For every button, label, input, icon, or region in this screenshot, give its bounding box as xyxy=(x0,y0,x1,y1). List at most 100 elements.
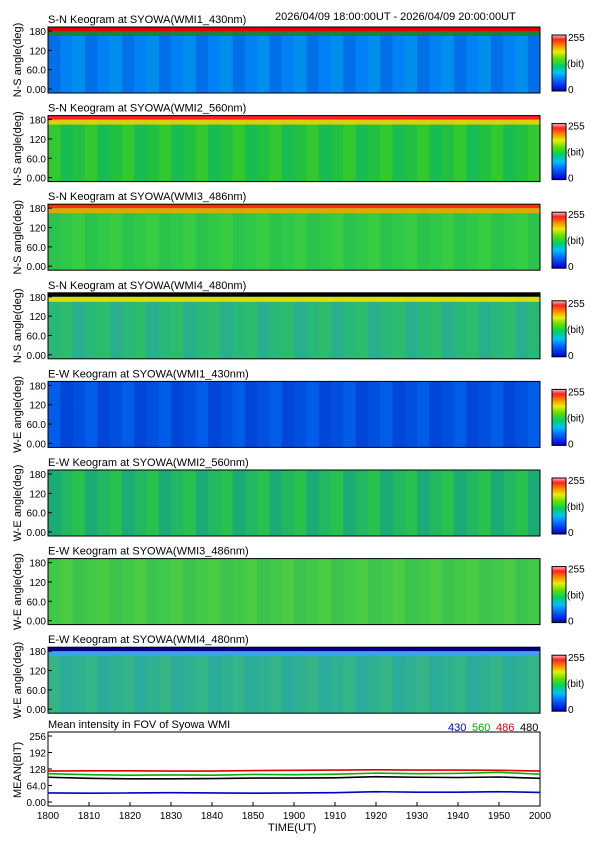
keogram-texture xyxy=(355,558,369,625)
keogram-texture xyxy=(515,470,529,536)
keogram-texture xyxy=(417,558,430,625)
keogram-texture xyxy=(60,204,74,271)
x-tick-label: 1800 xyxy=(37,811,60,822)
keogram-horizon-band xyxy=(48,31,540,36)
y-tick-label: 180 xyxy=(29,647,46,658)
keogram-texture xyxy=(318,204,332,271)
keogram-texture xyxy=(195,558,209,625)
keogram-frame xyxy=(47,558,541,626)
keogram-frame xyxy=(47,203,541,271)
colorbar xyxy=(551,34,567,92)
colorbar-min-label: 0 xyxy=(568,174,574,185)
colorbar xyxy=(551,388,567,446)
keogram-texture xyxy=(220,381,233,448)
keogram-texture xyxy=(478,27,492,93)
keogram-texture xyxy=(478,558,492,625)
keogram-texture xyxy=(244,115,258,182)
keogram-texture xyxy=(97,115,110,182)
keogram-texture xyxy=(207,381,221,448)
keogram-texture xyxy=(466,470,479,536)
keogram-texture xyxy=(404,292,418,359)
keogram-texture xyxy=(220,115,233,182)
keogram-texture xyxy=(72,27,86,93)
keogram-texture xyxy=(429,204,443,271)
legend-480: 480 xyxy=(520,722,538,734)
keogram-texture xyxy=(171,204,184,271)
keogram-texture xyxy=(183,381,197,448)
keogram-texture xyxy=(441,27,455,93)
keogram-texture xyxy=(441,204,455,271)
keogram-texture xyxy=(515,115,529,182)
keogram-texture xyxy=(490,27,504,93)
keogram-texture xyxy=(48,381,61,448)
keogram-texture xyxy=(244,381,258,448)
keogram-texture xyxy=(269,381,283,448)
y-tick-label: 0.00 xyxy=(27,262,47,273)
keogram-texture xyxy=(121,115,135,182)
keogram-horizon-band xyxy=(48,292,540,297)
y-tick-label: 60.0 xyxy=(27,509,47,520)
keogram-texture xyxy=(158,292,172,359)
x-tick-label: 1810 xyxy=(78,811,101,822)
y-tick-label: 180 xyxy=(29,470,46,481)
colorbar xyxy=(551,654,567,712)
y-tick-label: 120 xyxy=(29,135,46,146)
keogram-horizon-band xyxy=(48,204,540,209)
keogram-texture xyxy=(195,204,209,271)
keogram-texture xyxy=(257,204,270,271)
keogram-texture xyxy=(72,381,86,448)
keogram-texture xyxy=(392,292,406,359)
keogram-texture xyxy=(318,558,332,625)
colorbar xyxy=(551,300,567,358)
colorbar-max-label: 255 xyxy=(568,476,585,487)
keogram-texture xyxy=(48,204,61,271)
keogram-panel: S-N Keogram at SYOWA(WMI4_480nm)180 120 60… xyxy=(12,280,585,363)
keogram-texture xyxy=(257,27,270,93)
keogram-texture xyxy=(318,381,332,448)
keogram-texture xyxy=(330,292,344,359)
keogram-texture xyxy=(84,115,98,182)
series-line-560 xyxy=(47,771,541,776)
keogram-horizon-band xyxy=(48,27,540,31)
keogram-texture xyxy=(503,647,516,714)
x-tick-label: 1900 xyxy=(283,811,306,822)
y-axis-label: W-E angle(deg) xyxy=(12,642,24,719)
keogram-texture xyxy=(515,558,529,625)
colorbar-unit-label: (bit) xyxy=(567,325,584,336)
keogram-texture xyxy=(171,292,184,359)
keogram-texture xyxy=(244,27,258,93)
keogram-texture xyxy=(453,470,467,536)
keogram-texture xyxy=(355,292,369,359)
keogram-texture xyxy=(392,204,406,271)
keogram-texture xyxy=(195,27,209,93)
keogram-texture xyxy=(220,292,233,359)
colorbar xyxy=(551,123,567,181)
keogram-texture xyxy=(232,204,246,271)
keogram-texture xyxy=(441,647,455,714)
legend-486: 486 xyxy=(496,722,514,734)
keogram-texture xyxy=(84,647,98,714)
keogram-texture xyxy=(146,470,160,536)
keogram-texture xyxy=(490,381,504,448)
keogram-texture xyxy=(392,381,406,448)
keogram-frame xyxy=(47,646,541,714)
keogram-horizon-band xyxy=(48,296,540,302)
y-tick-label: 120 xyxy=(29,578,46,589)
colorbar-unit-label: (bit) xyxy=(567,236,584,247)
keogram-panel: S-N Keogram at SYOWA(WMI1_430nm)180 120 60… xyxy=(12,14,585,97)
keogram-texture xyxy=(97,292,110,359)
keogram-texture xyxy=(171,115,184,182)
mean-x-axis-label: TIME(UT) xyxy=(268,822,316,834)
keogram-title: E-W Keogram at SYOWA(WMI4_480nm) xyxy=(48,634,249,646)
keogram-texture xyxy=(158,115,172,182)
keogram-texture xyxy=(109,115,123,182)
keogram-horizon-band xyxy=(48,651,540,657)
keogram-texture xyxy=(367,558,381,625)
keogram-texture xyxy=(380,647,393,714)
keogram-texture xyxy=(380,558,393,625)
keogram-texture xyxy=(478,381,492,448)
keogram-texture xyxy=(121,27,135,93)
keogram-texture xyxy=(257,381,270,448)
y-tick-label: 60.0 xyxy=(27,420,47,431)
keogram-texture xyxy=(257,647,270,714)
